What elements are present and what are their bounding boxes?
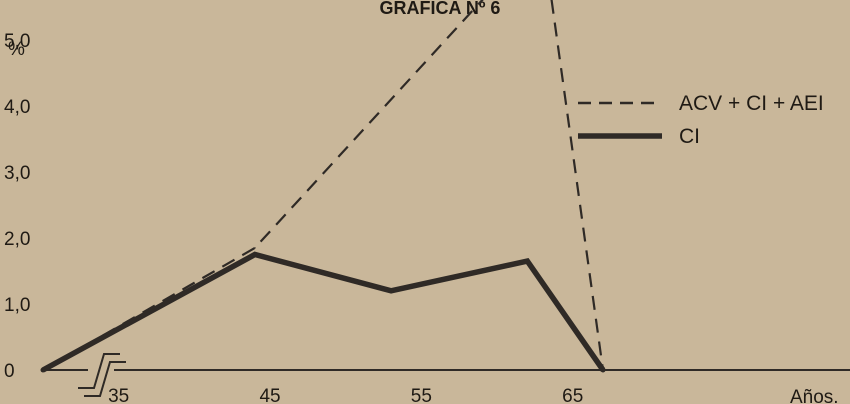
legend-label-ci: CI — [679, 125, 700, 148]
series-layer — [40, 0, 606, 373]
x-tick-label: 35 — [108, 386, 129, 404]
y-tick-label: 1,0 — [4, 295, 30, 316]
legend-item-ci: CI — [578, 125, 700, 148]
y-tick-label: 5,0 — [4, 31, 30, 52]
legend-item-total: ACV + CI + AEI — [578, 92, 824, 115]
point-total-1 — [254, 247, 256, 249]
point-ci-3 — [524, 258, 530, 264]
chart-title: GRÁFICA Nº 6 — [380, 0, 501, 18]
legend: ACV + CI + AEI CI — [578, 92, 824, 148]
point-ci-0 — [40, 367, 46, 373]
axis-break-icon — [78, 353, 126, 397]
x-tick-label: 65 — [562, 386, 583, 404]
x-tick-label: 45 — [259, 386, 280, 404]
point-ci-2 — [388, 288, 394, 294]
legend-label-total: ACV + CI + AEI — [679, 92, 824, 115]
y-tick-label: 4,0 — [4, 97, 30, 118]
x-tick-label: 55 — [411, 386, 432, 404]
x-tick-labels: 35 45 55 65 — [108, 386, 583, 404]
point-ci-4 — [600, 367, 606, 373]
y-tick-label: 2,0 — [4, 229, 30, 250]
y-tick-label: 0 — [4, 361, 15, 382]
y-axis-label: % — [8, 39, 25, 60]
y-tick-label: 3,0 — [4, 163, 30, 184]
x-axis-label: Años. — [790, 387, 839, 404]
point-ci-1 — [252, 252, 258, 257]
series-line-total — [42, 0, 605, 371]
y-tick-labels: 0 1,0 2,0 3,0 4,0 5,0 — [4, 31, 30, 382]
